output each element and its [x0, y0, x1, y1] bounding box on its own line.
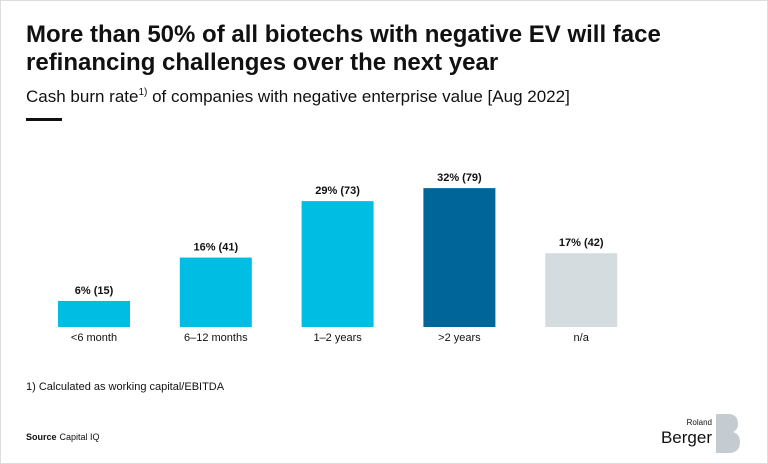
bar	[58, 300, 130, 327]
bar	[301, 201, 374, 327]
x-tick-label: 6–12 months	[184, 332, 248, 344]
bar	[423, 188, 496, 327]
footnote: 1) Calculated as working capital/EBITDA	[26, 381, 225, 393]
chart-title: refinancing challenges over the next yea…	[26, 49, 498, 76]
value-label: 32% (79)	[437, 172, 482, 184]
bar	[545, 253, 618, 327]
source-text: Capital IQ	[60, 432, 100, 442]
bar	[179, 257, 252, 327]
title-rule	[26, 118, 62, 121]
x-tick-label: n/a	[574, 332, 590, 344]
logo-mark	[716, 414, 740, 453]
logo-small: Roland	[687, 418, 712, 427]
subtitle-marker: 1)	[138, 87, 147, 98]
subtitle-text: of companies with negative enterprise va…	[147, 87, 569, 106]
x-tick-label: 1–2 years	[313, 332, 362, 344]
source: Source Capital IQ	[26, 432, 100, 442]
x-tick-label: >2 years	[438, 332, 481, 344]
source-label: Source	[26, 432, 57, 442]
value-label: 17% (42)	[559, 237, 604, 249]
chart-title: More than 50% of all biotechs with negat…	[26, 21, 661, 48]
value-label: 16% (41)	[193, 242, 238, 254]
subtitle-text: Cash burn rate	[26, 87, 138, 106]
logo-large: Berger	[661, 428, 712, 447]
value-label: 6% (15)	[75, 285, 114, 297]
value-label: 29% (73)	[315, 185, 360, 197]
chart-subtitle: Cash burn rate1) of companies with negat…	[26, 87, 570, 106]
x-tick-label: <6 month	[71, 332, 117, 344]
